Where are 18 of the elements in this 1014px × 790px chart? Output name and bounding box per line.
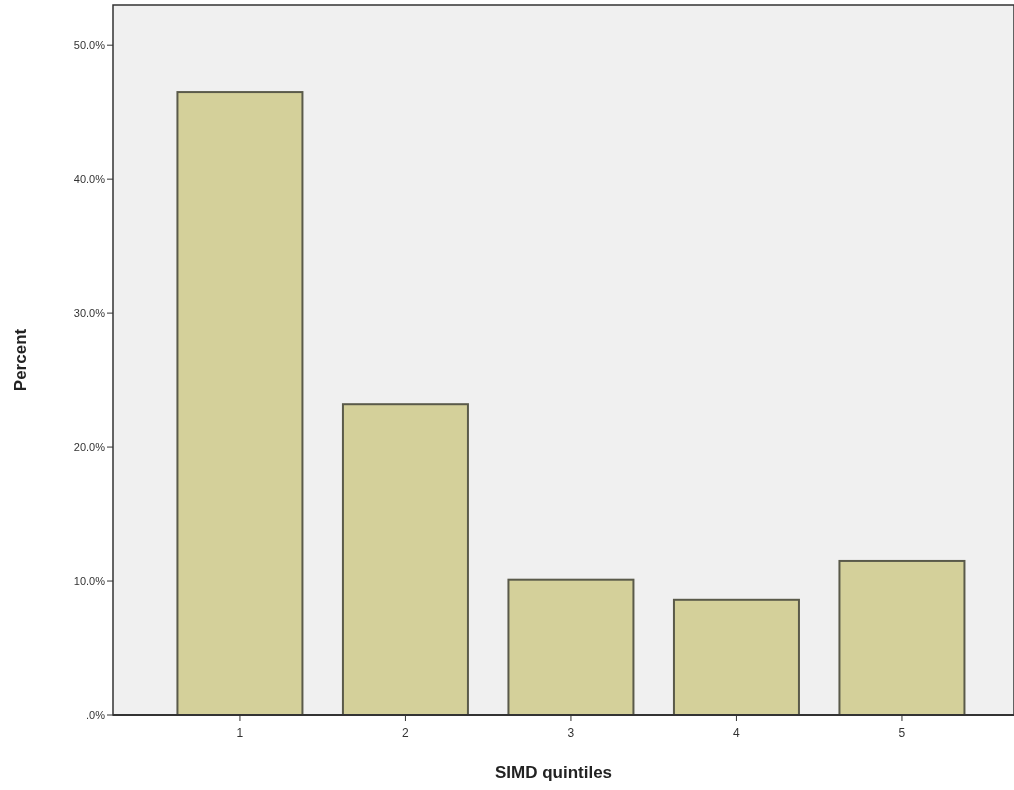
- bar: [507, 578, 635, 716]
- x-axis-title: SIMD quintiles: [494, 763, 613, 782]
- y-tick-label: 10.0%: [73, 574, 106, 587]
- y-tick-label: 20.0%: [73, 440, 106, 453]
- y-tick-label: .0%: [86, 708, 106, 721]
- x-tick-label: 2: [402, 726, 410, 740]
- bar: [341, 403, 469, 716]
- y-tick-label: 30.0%: [73, 306, 106, 319]
- y-axis-title: Percent: [11, 328, 30, 392]
- y-tick-label: 50.0%: [73, 39, 106, 52]
- x-tick-label: 5: [898, 726, 906, 740]
- x-tick-label: 1: [236, 726, 244, 740]
- x-tick-label: 4: [733, 726, 741, 740]
- bar: [838, 559, 966, 716]
- bar: [672, 598, 800, 716]
- y-tick-label: 40.0%: [73, 173, 106, 185]
- x-tick-label: 3: [567, 726, 575, 740]
- bar: [176, 91, 304, 716]
